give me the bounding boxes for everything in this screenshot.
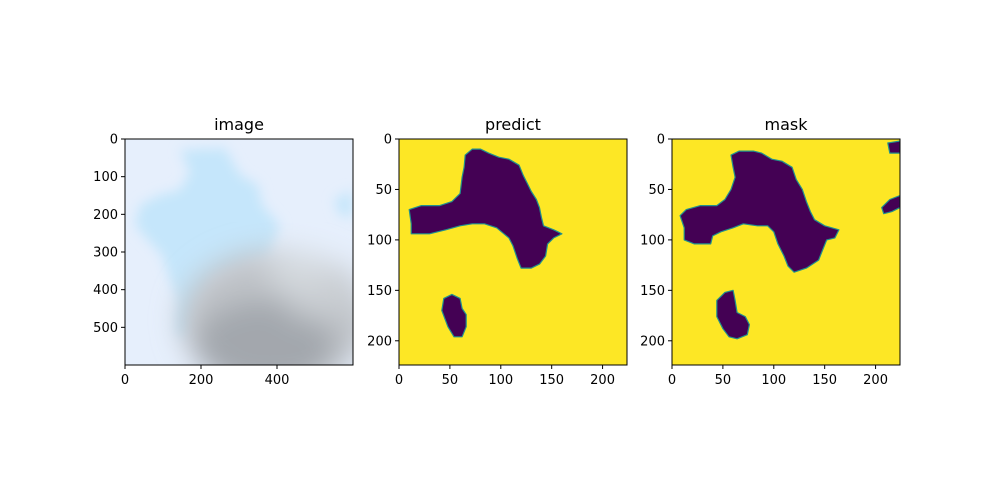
y-axis: 0 100 200 300 400 500 <box>93 133 125 336</box>
panel-mask: mask 0 50 100 150 200 0 50 100 150 200 <box>640 115 901 388</box>
x-tick-label: 150 <box>539 373 564 388</box>
panel-image: image 0 200 400 0 100 200 300 400 500 <box>93 115 354 388</box>
y-axis: 0 50 100 150 200 <box>640 133 672 349</box>
x-tick-label: 100 <box>488 373 513 388</box>
x-tick-label: 150 <box>812 373 837 388</box>
region-3 <box>887 140 900 154</box>
region-4 <box>881 194 900 215</box>
y-tick-label: 200 <box>93 208 118 223</box>
y-tick-label: 200 <box>367 334 392 349</box>
region-2 <box>441 293 467 338</box>
panel-title: mask <box>765 115 809 134</box>
photo-image <box>125 139 353 365</box>
x-tick-label: 200 <box>189 373 214 388</box>
y-tick-label: 150 <box>367 284 392 299</box>
region-1 <box>408 148 563 269</box>
y-tick-label: 500 <box>93 321 118 336</box>
y-tick-label: 50 <box>648 183 665 198</box>
x-tick-label: 100 <box>761 373 786 388</box>
y-tick-label: 50 <box>375 183 392 198</box>
x-axis: 0 200 400 <box>121 365 290 388</box>
axes-frame <box>671 138 901 366</box>
photo-cloud <box>180 250 353 365</box>
region-2 <box>716 289 751 340</box>
y-tick-label: 0 <box>657 133 665 148</box>
x-tick-label: 400 <box>265 373 290 388</box>
x-tick-label: 200 <box>863 373 888 388</box>
photo-light-blue-patch <box>135 148 352 340</box>
y-tick-label: 100 <box>640 233 665 248</box>
y-tick-label: 0 <box>110 133 118 148</box>
x-tick-label: 200 <box>590 373 615 388</box>
x-tick-label: 50 <box>715 373 732 388</box>
panel-predict: predict 0 50 100 150 200 0 50 100 150 200 <box>367 115 628 388</box>
y-axis: 0 50 100 150 200 <box>367 133 399 349</box>
panel-title: image <box>214 115 264 134</box>
y-tick-label: 200 <box>640 334 665 349</box>
x-tick-label: 0 <box>395 373 403 388</box>
y-tick-label: 100 <box>93 170 118 185</box>
y-tick-label: 0 <box>384 133 392 148</box>
x-axis: 0 50 100 150 200 <box>395 365 615 388</box>
y-tick-label: 300 <box>93 246 118 261</box>
x-tick-label: 0 <box>668 373 676 388</box>
x-axis: 0 50 100 150 200 <box>668 365 888 388</box>
x-tick-label: 0 <box>121 373 129 388</box>
heatmap-regions <box>679 140 900 340</box>
region-1 <box>679 150 840 273</box>
y-tick-label: 400 <box>93 283 118 298</box>
panel-title: predict <box>485 115 541 134</box>
heatmap-regions <box>408 148 563 338</box>
axes-frame <box>398 138 628 366</box>
y-tick-label: 150 <box>640 284 665 299</box>
x-tick-label: 50 <box>442 373 459 388</box>
y-tick-label: 100 <box>367 233 392 248</box>
